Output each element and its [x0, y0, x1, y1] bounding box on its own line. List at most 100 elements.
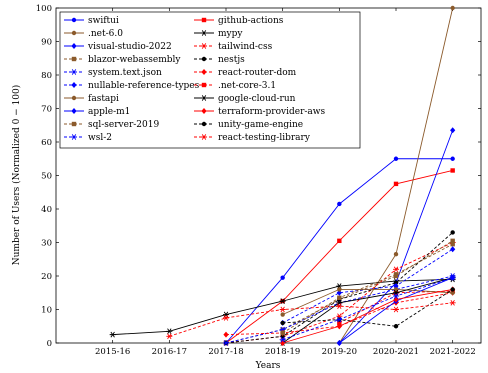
legend-label: tailwind-css [218, 42, 273, 52]
data-point [109, 331, 116, 338]
legend-label: blazor-webassembly [88, 55, 181, 65]
data-point [393, 266, 399, 273]
y-tick-label: 80 [41, 71, 52, 81]
y-tick-label: 50 [41, 172, 52, 182]
x-tick-label: 2020-2021 [373, 347, 419, 357]
data-point [393, 324, 399, 329]
legend-marker [201, 108, 207, 114]
data-point [166, 333, 173, 340]
legend-marker [71, 82, 77, 88]
y-axis-label: Number of Users (Normalized 0 − 100) [11, 85, 22, 266]
legend-marker [71, 69, 77, 75]
x-tick-label: 2019-20 [322, 347, 357, 357]
legend-marker [201, 30, 207, 36]
legend-entry: github-actions [194, 16, 284, 26]
legend-marker [201, 121, 207, 127]
legend-marker [71, 30, 77, 36]
legend-entry: nullable-reference-types [64, 81, 200, 91]
y-tick-label: 70 [41, 105, 52, 115]
legend-marker [201, 134, 207, 140]
legend-entry: apple-m1 [64, 107, 130, 117]
data-point [337, 238, 342, 244]
legend-marker [71, 56, 77, 62]
x-axis-label: Years [255, 361, 281, 371]
data-point [336, 303, 343, 310]
data-point [336, 340, 342, 346]
data-point [450, 241, 455, 247]
y-tick-label: 30 [41, 239, 52, 249]
data-point [166, 328, 173, 335]
data-point [280, 312, 285, 317]
data-point [393, 283, 399, 290]
legend-label: .net-core-3.1 [218, 81, 276, 91]
legend-marker [71, 17, 77, 23]
legend-label: github-actions [218, 16, 284, 26]
data-point [337, 287, 342, 292]
legend: swiftui github-actions .net-6.0 mypy visual-… [59, 11, 361, 149]
legend-label: fastapi [88, 94, 119, 104]
data-point [450, 5, 455, 11]
data-point [450, 127, 456, 134]
x-tick-label: 2018-19 [265, 347, 300, 357]
legend-marker [71, 108, 77, 114]
legend-label: system.text.json [88, 68, 162, 78]
legend-label: wsl-2 [88, 133, 112, 143]
legend-marker [71, 43, 77, 49]
series-line [169, 302, 453, 337]
series-react-testing-library [166, 299, 456, 340]
y-tick-label: 20 [41, 272, 52, 282]
series-line [282, 289, 453, 327]
data-point [450, 246, 456, 253]
data-point [336, 289, 342, 296]
data-point [337, 201, 342, 207]
legend-entry: system.text.json [64, 68, 162, 78]
data-point [279, 298, 286, 304]
data-point [223, 331, 229, 338]
legend-entry: sql-server-2019 [64, 120, 159, 130]
data-point [337, 295, 342, 300]
legend-entry: .net-6.0 [64, 29, 123, 39]
legend-entry: unity-game-engine [194, 120, 303, 130]
legend-label: visual-studio-2022 [87, 42, 172, 52]
y-tick-label: 90 [41, 38, 52, 48]
legend-entry: react-testing-library [194, 133, 311, 143]
y-tick-label: 0 [47, 339, 52, 349]
legend-box [59, 11, 361, 149]
series-fastapi [280, 287, 455, 317]
legend-entry: mypy [194, 29, 243, 39]
legend-marker [71, 121, 77, 127]
legend-label: nullable-reference-types [88, 81, 200, 91]
data-point [280, 275, 285, 280]
legend-entry: wsl-2 [64, 133, 112, 143]
data-point [393, 252, 399, 257]
y-axis-ticks: 0 10 20 30 40 50 60 70 80 90 100 [36, 4, 481, 349]
legend-label: react-testing-library [218, 133, 311, 143]
legend-label: react-router-dom [218, 68, 297, 78]
series-line [282, 288, 453, 315]
legend-entry: blazor-webassembly [64, 55, 181, 65]
data-point [393, 272, 399, 277]
data-point [450, 287, 455, 292]
data-point [279, 306, 286, 313]
x-tick-label: 2021-2022 [430, 347, 476, 357]
legend-label: terraform-provider-aws [218, 107, 325, 117]
data-point [223, 315, 229, 321]
series-layer [109, 5, 456, 346]
data-point [223, 340, 229, 346]
data-point [337, 320, 342, 326]
data-point [450, 168, 455, 173]
data-point [449, 274, 456, 281]
legend-entry: react-router-dom [194, 68, 297, 78]
legend-entry: google-cloud-run [194, 94, 296, 104]
legend-label: unity-game-engine [218, 120, 303, 130]
x-tick-label: 2016-17 [152, 347, 187, 357]
legend-entry: fastapi [64, 94, 119, 104]
legend-marker [201, 82, 207, 88]
series-line [282, 243, 453, 334]
legend-label: apple-m1 [88, 107, 130, 117]
legend-entry: swiftui [64, 16, 119, 26]
data-point [450, 230, 455, 235]
legend-entry: tailwind-css [194, 42, 273, 52]
legend-marker [201, 69, 207, 75]
